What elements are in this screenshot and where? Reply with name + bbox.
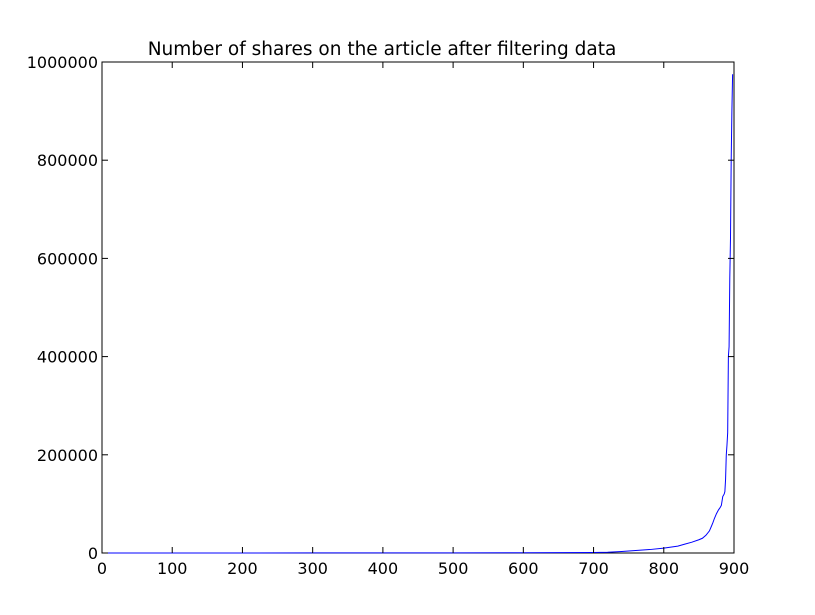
y-tick-label: 1000000 (27, 53, 98, 72)
x-tick-label: 800 (649, 559, 680, 578)
x-tick-label: 300 (297, 559, 328, 578)
x-tick-label: 200 (227, 559, 258, 578)
plot-area (101, 61, 735, 554)
plot-frame (101, 61, 735, 554)
x-tick-label: 0 (97, 559, 107, 578)
y-tick-label: 600000 (37, 249, 98, 268)
series-line (101, 74, 734, 554)
y-tick-label: 200000 (37, 446, 98, 465)
y-tick-label: 800000 (37, 151, 98, 170)
y-axis: 0 200000 400000 600000 800000 1000000 (27, 53, 734, 563)
x-tick-label: 600 (508, 559, 539, 578)
x-tick-label: 400 (368, 559, 399, 578)
x-tick-label: 100 (157, 559, 188, 578)
x-tick-label: 900 (719, 559, 750, 578)
chart-title: Number of shares on the article after fi… (148, 39, 617, 60)
y-tick-label: 400000 (37, 348, 98, 367)
x-tick-label: 500 (438, 559, 469, 578)
x-axis: 0 100 200 300 400 500 600 700 800 900 (97, 62, 749, 578)
x-tick-label: 700 (578, 559, 609, 578)
y-tick-label: 0 (88, 544, 98, 563)
